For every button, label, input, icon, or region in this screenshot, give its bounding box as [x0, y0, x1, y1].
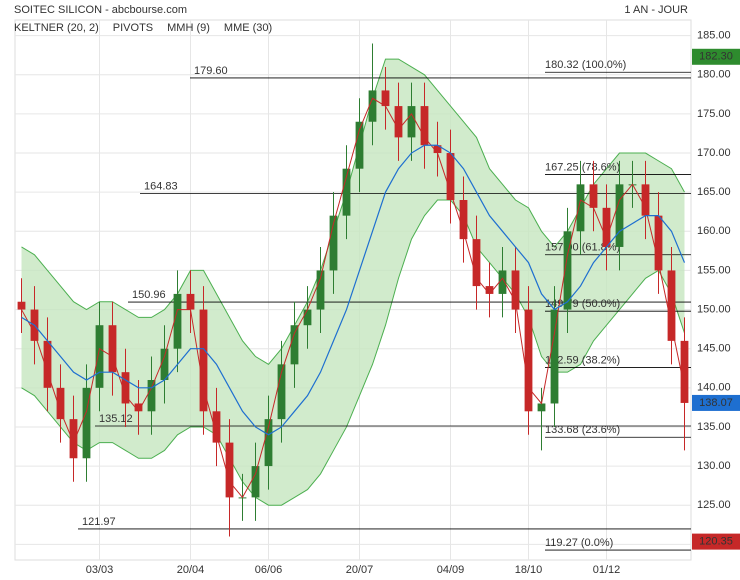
price-tag: [692, 394, 740, 411]
candle-body: [95, 325, 104, 388]
candle-body: [316, 270, 325, 310]
candle-body: [303, 309, 312, 326]
candle-body: [459, 200, 468, 240]
x-tick-label: 20/07: [346, 564, 374, 576]
candle-body: [225, 442, 234, 498]
candle-body: [472, 239, 481, 287]
ma-line: [21, 144, 686, 436]
y-tick-label: 185.00: [697, 30, 731, 42]
fib-label: 167.25 (78.6%): [545, 161, 620, 173]
candle-body: [667, 270, 676, 341]
candle-body: [641, 184, 650, 216]
candle-body: [576, 184, 585, 232]
candle-body: [82, 387, 91, 459]
x-tick-label: 18/10: [515, 564, 543, 576]
candle-body: [537, 403, 546, 412]
legend-entry: MME (30): [224, 22, 272, 34]
candle-body: [524, 309, 533, 412]
candle-body: [69, 419, 78, 459]
price-tag: [692, 48, 740, 65]
candle-body: [342, 168, 351, 216]
chart-title: SOITEC SILICON - abcbourse.com: [14, 4, 187, 16]
y-tick-label: 165.00: [697, 186, 731, 198]
price-tag-label: 138.07: [699, 397, 733, 409]
candle-body: [446, 153, 455, 200]
candle-body: [563, 231, 572, 310]
candle-body: [407, 106, 416, 138]
ma-line: [21, 97, 685, 499]
candle-body: [433, 145, 442, 154]
candle-body: [277, 364, 286, 420]
price-tag: [692, 533, 740, 550]
candle-body: [43, 340, 52, 388]
y-tick-label: 125.00: [697, 499, 731, 511]
x-tick-label: 01/12: [593, 564, 621, 576]
candle-body: [264, 419, 273, 467]
pivot-label: 135.12: [99, 413, 133, 425]
fib-label: 133.68 (23.6%): [545, 424, 620, 436]
y-tick-label: 145.00: [697, 343, 731, 355]
candle-body: [394, 106, 403, 138]
fib-label: 119.27 (0.0%): [545, 537, 613, 549]
x-tick-label: 06/06: [255, 564, 283, 576]
legend-entry: MMH (9): [167, 22, 210, 34]
candle-body: [212, 411, 221, 443]
y-tick-label: 180.00: [697, 69, 731, 81]
candle-body: [511, 270, 520, 310]
y-tick-label: 170.00: [697, 147, 731, 159]
fib-label: 180.32 (100.0%): [545, 59, 626, 71]
candle-body: [329, 215, 338, 271]
candle-body: [680, 340, 689, 403]
y-tick-label: 160.00: [697, 225, 731, 237]
candle-body: [199, 309, 208, 412]
keltner-lower: [21, 199, 685, 506]
pivot-label: 179.60: [194, 65, 228, 77]
candle-body: [485, 286, 494, 294]
plot-frame: [14, 19, 692, 561]
y-tick-label: 140.00: [697, 382, 731, 394]
candle-body: [121, 372, 130, 404]
candle-body: [56, 387, 65, 420]
candle-body: [186, 293, 195, 310]
price-tag-label: 120.35: [699, 536, 733, 548]
candle-body: [17, 301, 26, 310]
candle-body: [602, 207, 611, 247]
y-tick-label: 150.00: [697, 303, 731, 315]
price-tag-label: 182.30: [699, 51, 733, 63]
y-tick-label: 135.00: [697, 421, 731, 433]
candle-body: [420, 106, 429, 146]
x-tick-label: 04/09: [437, 564, 465, 576]
x-tick-label: 03/03: [86, 564, 114, 576]
candle-body: [251, 466, 260, 498]
pivot-label: 164.83: [144, 180, 178, 192]
candle-body: [368, 90, 377, 122]
candle-body: [381, 90, 390, 107]
candle-body: [589, 184, 598, 208]
candle-body: [498, 270, 507, 294]
legend-entry: KELTNER (20, 2): [14, 22, 99, 34]
candle-body: [654, 215, 663, 271]
pivot-label: 150.96: [132, 289, 166, 301]
x-tick-label: 20/04: [177, 564, 205, 576]
legend-entry: PIVOTS: [113, 22, 153, 34]
candle-body: [550, 309, 559, 404]
candle-body: [173, 293, 182, 349]
y-tick-label: 175.00: [697, 108, 731, 120]
period: 1 AN - JOUR: [624, 4, 688, 16]
y-tick-label: 155.00: [697, 264, 731, 276]
candle-body: [355, 121, 364, 169]
pivot-label: 121.97: [82, 516, 116, 528]
candle-body: [290, 325, 299, 365]
candle-body: [134, 403, 143, 412]
fib-label: 142.59 (38.2%): [545, 354, 620, 366]
candle-body: [147, 380, 156, 412]
candle-body: [160, 348, 169, 380]
keltner-upper: [21, 58, 685, 365]
keltner-band: [21, 59, 685, 506]
y-tick-label: 130.00: [697, 460, 731, 472]
candle-body: [615, 184, 624, 247]
candle-body: [108, 325, 117, 373]
